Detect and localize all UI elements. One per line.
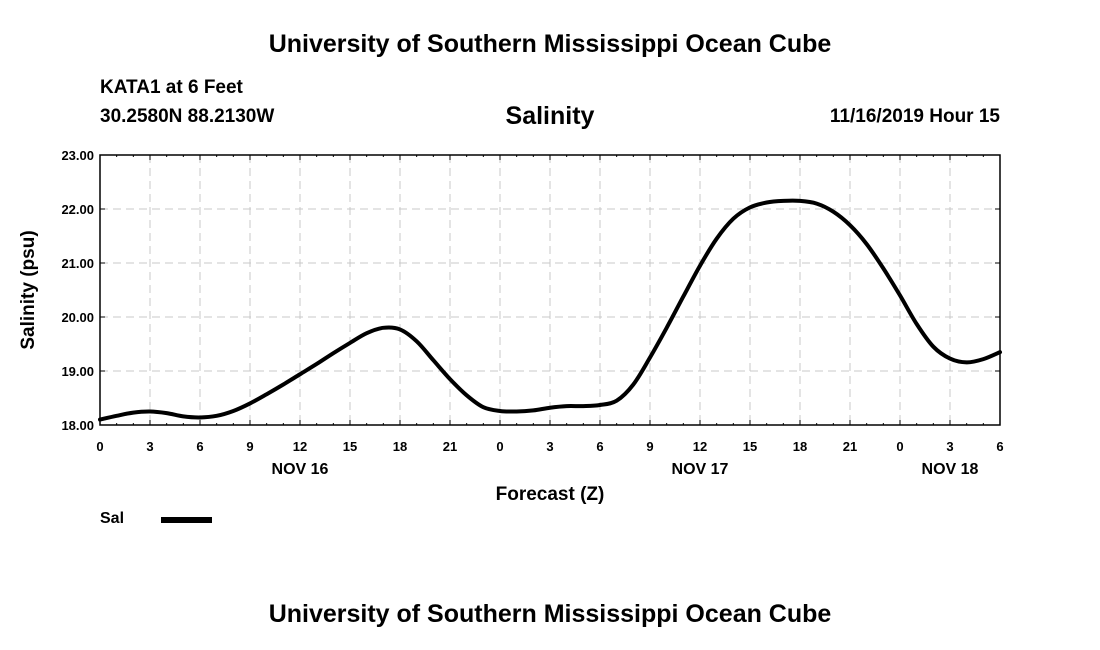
datetime-label: 11/16/2019 Hour 15 (829, 106, 1000, 127)
footer-title: University of Southern Mississippi Ocean… (268, 600, 832, 628)
x-tick-label: 0 (896, 439, 903, 454)
x-tick-label: 9 (646, 439, 653, 454)
y-tick-label: 21.00 (61, 256, 94, 271)
x-tick-label: 3 (546, 439, 553, 454)
x-tick-label: 6 (196, 439, 203, 454)
x-tick-label: 12 (293, 439, 307, 454)
x-tick-label: 6 (596, 439, 603, 454)
date-label: NOV 17 (672, 461, 729, 478)
y-tick-label: 20.00 (61, 310, 94, 325)
x-tick-label: 0 (496, 439, 503, 454)
x-tick-label: 3 (946, 439, 953, 454)
x-tick-label: 12 (693, 439, 707, 454)
y-tick-label: 19.00 (61, 364, 94, 379)
x-tick-label: 6 (996, 439, 1003, 454)
series-line-salinity (98, 198, 1002, 422)
x-tick-label: 18 (793, 439, 807, 454)
x-tick-label: 21 (843, 439, 857, 454)
x-tick-label: 0 (96, 439, 103, 454)
x-tick-label: 9 (246, 439, 253, 454)
variable-title: Salinity (505, 102, 595, 130)
legend-label: Sal (100, 510, 125, 527)
plot-frame (99, 154, 1001, 426)
x-tick-label: 15 (343, 439, 357, 454)
x-tick-label: 3 (146, 439, 153, 454)
x-tick-label: 18 (393, 439, 407, 454)
date-label: NOV 16 (272, 461, 329, 478)
coordinates-label: 30.2580N 88.2130W (100, 106, 275, 127)
x-axis-title: Forecast (Z) (496, 484, 605, 505)
chart-main-title: University of Southern Mississippi Ocean… (268, 30, 832, 58)
x-tick-label: 21 (443, 439, 457, 454)
station-label: KATA1 at 6 Feet (100, 77, 243, 98)
y-axis-title: Salinity (psu) (18, 230, 39, 349)
date-label: NOV 18 (922, 461, 979, 478)
y-tick-label: 18.00 (61, 418, 94, 433)
y-tick-label: 22.00 (61, 202, 94, 217)
x-tick-label: 15 (743, 439, 757, 454)
y-tick-label: 23.00 (61, 148, 94, 163)
legend-line-swatch (161, 517, 212, 523)
